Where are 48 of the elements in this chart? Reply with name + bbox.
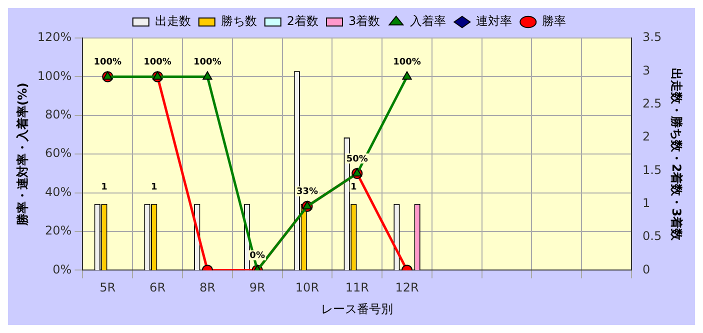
- y-tick-label: 20%: [45, 224, 72, 238]
- y2-tick-label: 2: [642, 130, 650, 144]
- legend-label: 出走数: [154, 14, 191, 28]
- y-tick-label: 80%: [45, 108, 72, 122]
- data-label: 1: [350, 182, 357, 193]
- y-tick-label: 120%: [37, 30, 72, 44]
- y2-tick-label: 3.5: [642, 30, 662, 44]
- y2-tick-label: 3: [642, 63, 650, 78]
- y-axis-title: 勝率・連対率・入着率(%): [15, 82, 30, 227]
- data-label: 1: [150, 182, 158, 193]
- y-tick-label: 0%: [52, 262, 72, 276]
- point: [352, 168, 362, 176]
- legend-label: 勝ち数: [220, 14, 257, 28]
- x-tick-label: 9R: [249, 280, 266, 295]
- data-label: 1: [101, 182, 108, 193]
- x-tick-label: 10R: [295, 280, 320, 295]
- x-tick-label: 12R: [395, 280, 419, 295]
- point: [152, 71, 162, 80]
- point: [302, 200, 312, 210]
- y-tick-label: 100%: [37, 68, 72, 83]
- y2-tick-label: 0: [642, 262, 650, 276]
- y2-tick-label: 2.5: [642, 96, 662, 110]
- legend-label: 連対率: [476, 14, 512, 28]
- x-tick-label: 11R: [345, 280, 369, 295]
- x-tick-label: 6R: [150, 280, 166, 295]
- legend-label: 2着数: [286, 14, 319, 28]
- data-label: 100%: [144, 58, 172, 68]
- point: [202, 71, 212, 80]
- y2-tick-label: 1: [642, 196, 650, 210]
- legend-label: 3着数: [348, 14, 380, 28]
- data-label: 33%: [296, 187, 318, 198]
- y2-tick-label: 0.5: [642, 229, 662, 244]
- x-tick-label: 5R: [100, 280, 116, 295]
- point: [102, 71, 112, 80]
- y2-tick-label: 1.5: [642, 162, 662, 177]
- y2-axis-title: 出走数・勝ち数・2着数・3着数: [670, 68, 684, 242]
- data-label: 100%: [194, 58, 222, 68]
- data-label: 50%: [346, 154, 368, 164]
- y-tick-label: 40%: [45, 184, 72, 199]
- x-tick-label: 8R: [199, 280, 216, 295]
- data-label: 100%: [393, 58, 421, 68]
- y-tick-label: 60%: [45, 146, 72, 160]
- legend-label: 勝率: [542, 14, 566, 28]
- data-label: 100%: [94, 58, 122, 68]
- data-label: 0%: [250, 251, 265, 262]
- point: [402, 71, 412, 80]
- x-axis-title: レース番号別: [321, 302, 394, 316]
- legend-label: 入着率: [410, 14, 446, 28]
